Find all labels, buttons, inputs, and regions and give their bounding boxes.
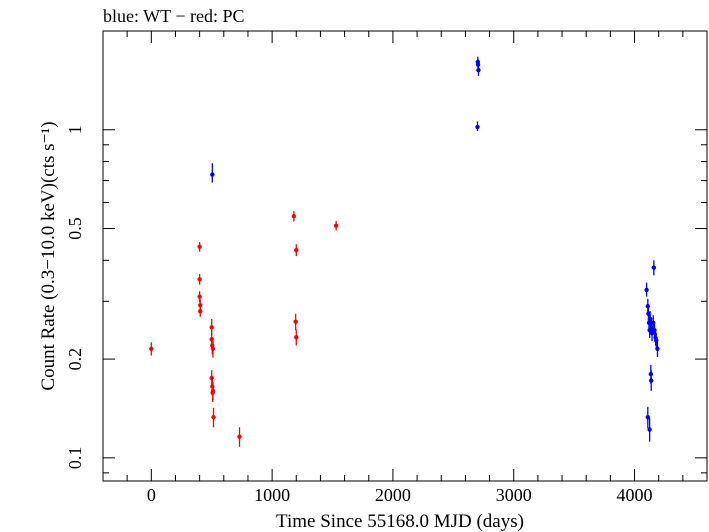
data-point bbox=[198, 308, 203, 314]
y-axis-title: Count Rate (0.3−10.0 keV)(cts s⁻¹) bbox=[38, 121, 59, 390]
data-point bbox=[294, 247, 299, 253]
y-tick-label: 0.1 bbox=[65, 447, 85, 470]
data-point bbox=[294, 335, 299, 340]
data-point bbox=[210, 346, 216, 351]
data-point bbox=[651, 265, 657, 270]
y-tick-label: 0.2 bbox=[65, 348, 85, 371]
data-point bbox=[645, 415, 651, 420]
data-point bbox=[648, 378, 654, 383]
data-point bbox=[646, 311, 651, 316]
data-point bbox=[476, 67, 481, 73]
data-point bbox=[475, 59, 481, 65]
data-point bbox=[209, 325, 214, 330]
data-point bbox=[649, 330, 655, 336]
plot-frame bbox=[102, 30, 708, 482]
data-point bbox=[333, 223, 339, 228]
x-tick-label: 4000 bbox=[617, 485, 653, 505]
y-tick-label: 1 bbox=[65, 125, 85, 134]
data-point bbox=[291, 214, 297, 219]
x-tick-label: 1000 bbox=[254, 485, 290, 505]
series-pc bbox=[149, 211, 339, 447]
data-point bbox=[149, 346, 154, 351]
data-marks bbox=[149, 56, 660, 447]
data-point bbox=[210, 172, 215, 177]
data-point bbox=[655, 346, 660, 351]
data-point bbox=[197, 244, 202, 249]
x-tick-label: 3000 bbox=[496, 485, 532, 505]
x-tick-label: 0 bbox=[147, 485, 156, 505]
data-point bbox=[237, 434, 242, 439]
data-point bbox=[210, 388, 216, 394]
y-tick-label: 0.5 bbox=[65, 217, 85, 240]
chart-title: blue: WT − red: PC bbox=[103, 6, 244, 26]
axes: 0 1000 2000 3000 4000 0.1 0.2 0.5 1 bbox=[65, 30, 708, 505]
data-point bbox=[293, 319, 298, 324]
data-point bbox=[197, 277, 202, 282]
data-point bbox=[198, 302, 203, 308]
data-point bbox=[211, 415, 216, 420]
data-point bbox=[197, 294, 202, 299]
data-point bbox=[475, 124, 480, 130]
series-wt bbox=[210, 56, 660, 442]
data-point bbox=[647, 427, 652, 432]
x-tick-label: 2000 bbox=[375, 485, 411, 505]
x-axis-title: Time Since 55168.0 MJD (days) bbox=[276, 511, 524, 532]
data-point bbox=[644, 287, 649, 293]
